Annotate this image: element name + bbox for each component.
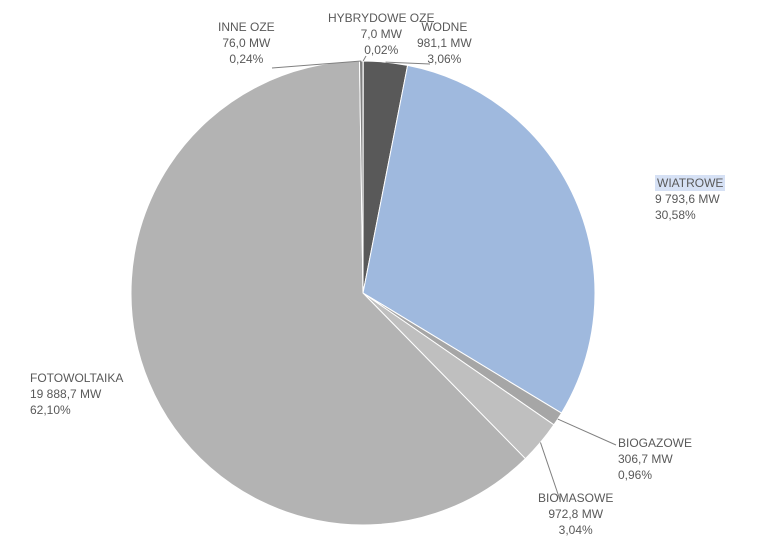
label-pct: 0,02% xyxy=(364,43,398,57)
label-mw: 76,0 MW xyxy=(222,36,270,50)
label-mw: 981,1 MW xyxy=(417,36,472,50)
pie-chart-container: HYBRYDOWE OZE 7,0 MW 0,02% WODNE 981,1 M… xyxy=(0,0,770,557)
label-fotowoltaika: FOTOWOLTAIKA 19 888,7 MW 62,10% xyxy=(30,370,123,419)
label-title: BIOMASOWE xyxy=(538,491,613,505)
label-wodne: WODNE 981,1 MW 3,06% xyxy=(417,19,472,68)
label-pct: 62,10% xyxy=(30,403,71,417)
label-wiatrowe: WIATROWE 9 793,6 MW 30,58% xyxy=(655,175,725,224)
leader-line xyxy=(558,419,616,445)
label-biogazowe: BIOGAZOWE 306,7 MW 0,96% xyxy=(618,435,692,484)
label-title: BIOGAZOWE xyxy=(618,436,692,450)
label-mw: 972,8 MW xyxy=(548,507,603,521)
label-pct: 3,04% xyxy=(559,523,593,537)
label-title: FOTOWOLTAIKA xyxy=(30,371,123,385)
label-title: WODNE xyxy=(421,20,467,34)
label-mw: 19 888,7 MW xyxy=(30,387,101,401)
label-pct: 0,96% xyxy=(618,468,652,482)
label-title: WIATROWE xyxy=(655,175,725,191)
label-pct: 0,24% xyxy=(229,52,263,66)
label-title: INNE OZE xyxy=(218,20,275,34)
label-pct: 30,58% xyxy=(655,208,696,222)
label-inne: INNE OZE 76,0 MW 0,24% xyxy=(218,19,275,68)
label-mw: 9 793,6 MW xyxy=(655,192,720,206)
label-mw: 306,7 MW xyxy=(618,452,673,466)
label-biomasowe: BIOMASOWE 972,8 MW 3,04% xyxy=(538,490,613,539)
label-mw: 7,0 MW xyxy=(361,27,402,41)
label-pct: 3,06% xyxy=(427,52,461,66)
